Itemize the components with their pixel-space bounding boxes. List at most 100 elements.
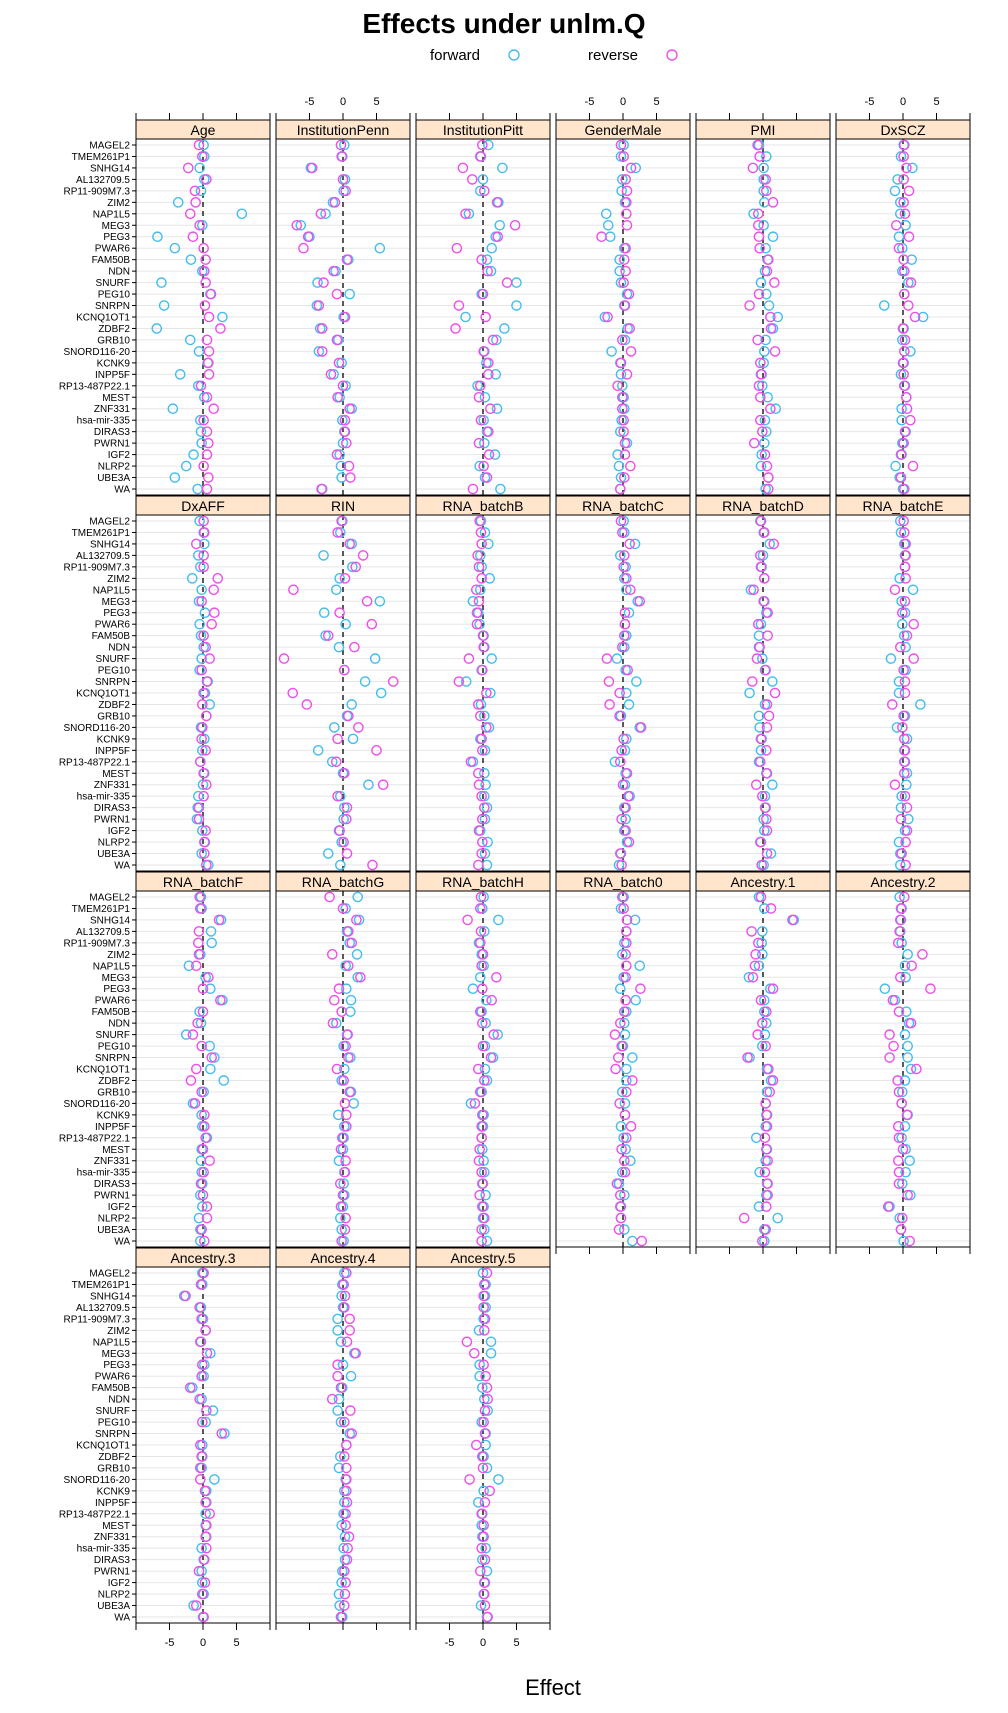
point-reverse <box>187 231 199 243</box>
gene-label: SNURF <box>96 654 130 665</box>
point-forward <box>491 403 503 415</box>
gene-label: ZIM2 <box>107 1326 130 1337</box>
x-tick-label: 5 <box>933 96 939 108</box>
point-reverse <box>477 1017 488 1029</box>
point-reverse <box>761 848 773 859</box>
point-reverse <box>477 1040 489 1052</box>
point-reverse <box>199 1554 210 1565</box>
point-forward <box>761 288 772 300</box>
point-reverse <box>615 357 627 369</box>
point-forward <box>333 641 345 653</box>
point-reverse <box>908 618 920 630</box>
point-reverse <box>487 334 499 346</box>
point-reverse <box>619 254 630 265</box>
point-reverse <box>622 664 633 676</box>
gene-label: ZDBF2 <box>98 1452 130 1463</box>
point-reverse <box>621 369 633 380</box>
point-forward <box>473 1497 484 1508</box>
point-forward <box>897 334 908 346</box>
point-forward <box>218 1075 230 1086</box>
point-reverse <box>200 254 211 265</box>
point-reverse <box>195 1279 207 1290</box>
point-reverse <box>477 949 489 960</box>
point-reverse <box>341 1439 352 1451</box>
x-tick-label: 5 <box>373 96 379 108</box>
point-reverse <box>335 1611 347 1623</box>
point-reverse <box>190 197 201 208</box>
point-reverse <box>769 346 781 357</box>
gene-label: NDN <box>108 1019 130 1030</box>
gene-label: IGF2 <box>108 1202 131 1213</box>
point-reverse <box>761 185 772 197</box>
point-forward <box>335 1416 347 1428</box>
point-forward <box>196 584 207 596</box>
point-forward <box>473 1325 485 1336</box>
point-reverse <box>341 848 353 859</box>
point-forward <box>193 550 204 561</box>
point-reverse <box>200 1531 211 1543</box>
point-forward <box>903 277 914 288</box>
gene-label: MEST <box>102 1145 130 1156</box>
point-forward <box>905 346 916 357</box>
point-forward <box>744 687 755 699</box>
point-reverse <box>182 162 194 174</box>
point-reverse <box>478 1302 489 1313</box>
point-reverse <box>322 630 334 641</box>
point-forward <box>337 1359 349 1371</box>
point-reverse <box>617 334 628 346</box>
point-reverse <box>324 891 335 903</box>
point-forward <box>322 848 334 859</box>
point-forward <box>197 1577 208 1588</box>
point-forward <box>169 242 181 254</box>
point-reverse <box>897 1143 909 1155</box>
panel-rna-batch0: RNA_batch0 <box>555 871 691 1248</box>
panel-border <box>835 138 971 496</box>
point-reverse <box>475 891 487 903</box>
point-reverse <box>477 983 488 995</box>
point-reverse <box>475 380 486 392</box>
point-forward <box>755 745 767 756</box>
point-reverse <box>620 971 631 983</box>
point-reverse <box>193 949 205 960</box>
gene-label: WA <box>114 485 130 496</box>
point-forward <box>489 449 501 460</box>
point-reverse <box>201 483 213 495</box>
gene-label: KCNQ1OT1 <box>76 1441 130 1452</box>
point-forward <box>615 426 626 437</box>
point-reverse <box>900 859 911 871</box>
point-reverse <box>201 710 212 722</box>
point-forward <box>195 561 206 573</box>
point-reverse <box>619 449 631 460</box>
point-forward <box>617 949 628 960</box>
point-forward <box>896 1132 907 1144</box>
point-reverse <box>611 1178 623 1189</box>
point-forward <box>196 848 207 859</box>
point-reverse <box>203 357 214 369</box>
point-reverse <box>755 414 766 426</box>
point-forward <box>623 699 635 710</box>
point-forward <box>482 836 493 848</box>
gene-label: KCNQ1OT1 <box>76 1065 130 1076</box>
point-reverse <box>897 1212 908 1224</box>
point-reverse <box>195 1474 206 1485</box>
panel-border <box>555 514 691 872</box>
point-forward <box>621 733 632 745</box>
point-forward <box>194 618 205 630</box>
point-forward <box>479 391 491 403</box>
x-tick-label: 0 <box>620 96 626 108</box>
point-reverse <box>196 1224 207 1235</box>
point-forward <box>613 859 625 871</box>
x-axis <box>695 1247 831 1254</box>
gene-label: AL132709.5 <box>76 1303 130 1314</box>
point-reverse <box>330 756 342 768</box>
point-forward <box>904 1155 916 1167</box>
point-reverse <box>473 595 485 607</box>
point-reverse <box>343 460 355 472</box>
point-forward <box>899 630 910 641</box>
point-forward <box>895 151 907 162</box>
point-forward <box>167 403 179 415</box>
point-reverse <box>617 891 628 903</box>
panel-strip-label: Ancestry.5 <box>450 1250 515 1266</box>
point-forward <box>344 288 356 300</box>
